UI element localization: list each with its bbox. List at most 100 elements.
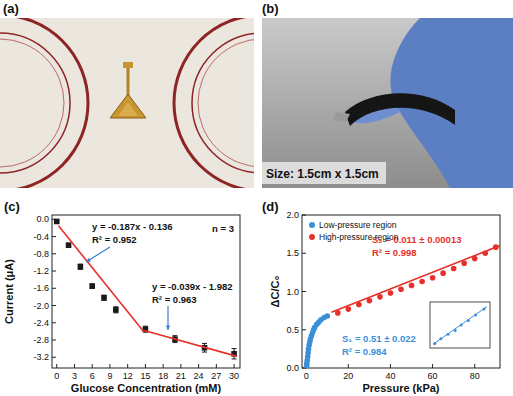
sensor-pad [123,62,133,68]
x-tick [198,364,199,368]
x-tick-label: 9 [107,371,112,381]
panel-label: (c) [4,199,20,214]
data-point [377,294,383,300]
x-tick [92,364,93,368]
y-tick-label: -2.4 [33,318,49,328]
plot-frame [430,302,490,348]
x-tick-label: 30 [229,371,239,381]
y-tick [52,288,56,289]
x-tick-label: 15 [140,371,150,381]
error-cap [232,358,237,359]
data-point [113,307,119,313]
data-area [433,307,487,345]
x-tick [234,364,235,368]
x-axis-label: Pressure (kPa) [362,382,439,394]
y-tick [52,339,56,340]
y-tick [302,329,306,330]
x-tick-label: 6 [90,371,95,381]
background [262,18,513,188]
data-area [304,244,500,368]
seal-ring [0,33,70,173]
arrow-head [166,325,170,330]
x-tick [474,364,475,368]
x-tick [56,364,57,368]
x-tick [127,364,128,368]
strip-lead [333,112,350,122]
arrow [86,247,110,262]
error-cap [172,335,177,336]
x-tick [216,364,217,368]
x-tick [109,364,110,368]
y-tick [52,305,56,306]
data-point [89,283,95,289]
y-tick-label: 0.0 [286,363,299,373]
chart [430,302,490,348]
plot-frame [52,215,240,368]
y-tick [52,322,56,323]
legend-label: Low-pressure region [319,220,397,230]
x-tick [348,364,349,368]
data-point [398,286,404,292]
annotation: y = -0.187x - 0.136 [92,221,173,232]
error-cap [202,343,207,344]
photo-a [0,18,254,188]
data-point [430,275,436,281]
x-tick [432,364,433,368]
x-tick [74,364,75,368]
x-tick-label: 12 [123,371,133,381]
seal-ring [0,39,64,167]
x-tick-label: 0 [304,371,309,381]
y-tick-label: -1.6 [33,283,49,293]
sensor-electrode [118,102,138,116]
plot-frame [302,215,500,368]
data-point [388,290,394,296]
legend-marker [309,234,315,240]
y-tick-label: -0.8 [33,249,49,259]
caption-bg [262,162,386,184]
x-tick-label: 18 [158,371,168,381]
annotation: y = -0.039x - 1.982 [152,281,233,292]
x-tick [390,364,391,368]
x-tick-label: 20 [343,371,353,381]
y-tick-label: 0.5 [286,325,299,335]
x-tick-label: 3 [72,371,77,381]
data-area [54,219,237,359]
chart: 0204060800.00.51.01.52.0Pressure (kPa)ΔC… [262,199,500,394]
panel-label: (a) [3,1,19,16]
annotation: S₁ = 0.51 ± 0.022 [342,333,416,344]
legend-label: High-pressure region [319,232,399,242]
y-tick-label: -0.4 [33,232,49,242]
x-tick-label: 21 [176,371,186,381]
x-tick-label: 0 [54,371,59,381]
y-tick [52,236,56,237]
x-tick [145,364,146,368]
data-point [54,219,60,225]
chart: 0369121518212427300.0-0.4-0.8-1.2-1.6-2.… [3,199,240,394]
fit-line [59,226,145,332]
annotation: R² = 0.998 [372,247,417,258]
sensor-stem [127,68,130,96]
y-tick-label: -1.2 [33,266,49,276]
y-tick-label: -2.8 [33,335,49,345]
arrow-head [86,258,91,262]
y-tick [302,291,306,292]
x-axis-label: Glucose Concentration (mM) [71,382,222,394]
y-axis-label: Current (μA) [3,259,15,324]
fit-line [144,331,237,357]
y-tick-label: 0.0 [36,214,49,224]
y-tick-label: 1.5 [286,248,299,258]
sensor-body [110,94,146,118]
x-tick-label: 24 [194,371,204,381]
error-cap [202,352,207,353]
seal-ring [0,18,88,188]
error-cap [232,348,237,349]
y-tick [52,357,56,358]
data-point [440,270,446,276]
y-tick [52,253,56,254]
caption: Size: 1.5cm x 1.5cm [266,167,379,181]
y-tick [302,215,306,216]
seal-ring [192,33,254,173]
data-point [324,313,330,319]
annotation: R² = 0.963 [152,294,197,305]
data-point [451,266,457,272]
